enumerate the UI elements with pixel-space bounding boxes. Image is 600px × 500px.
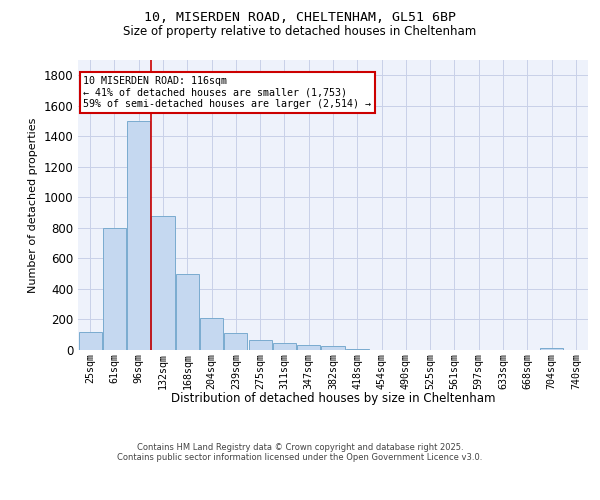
Bar bbox=[297, 344, 320, 350]
X-axis label: Distribution of detached houses by size in Cheltenham: Distribution of detached houses by size … bbox=[171, 392, 495, 404]
Bar bbox=[248, 340, 272, 350]
Bar bbox=[103, 228, 126, 350]
Bar bbox=[322, 346, 344, 350]
Bar bbox=[273, 343, 296, 350]
Y-axis label: Number of detached properties: Number of detached properties bbox=[28, 118, 38, 292]
Text: Contains HM Land Registry data © Crown copyright and database right 2025.
Contai: Contains HM Land Registry data © Crown c… bbox=[118, 442, 482, 462]
Text: 10 MISERDEN ROAD: 116sqm
← 41% of detached houses are smaller (1,753)
59% of sem: 10 MISERDEN ROAD: 116sqm ← 41% of detach… bbox=[83, 76, 371, 109]
Bar bbox=[151, 216, 175, 350]
Bar bbox=[346, 349, 369, 350]
Bar bbox=[200, 318, 223, 350]
Bar bbox=[79, 332, 101, 350]
Bar bbox=[224, 333, 247, 350]
Bar bbox=[540, 348, 563, 350]
Text: Size of property relative to detached houses in Cheltenham: Size of property relative to detached ho… bbox=[124, 25, 476, 38]
Bar bbox=[127, 121, 150, 350]
Text: 10, MISERDEN ROAD, CHELTENHAM, GL51 6BP: 10, MISERDEN ROAD, CHELTENHAM, GL51 6BP bbox=[144, 11, 456, 24]
Bar bbox=[176, 274, 199, 350]
